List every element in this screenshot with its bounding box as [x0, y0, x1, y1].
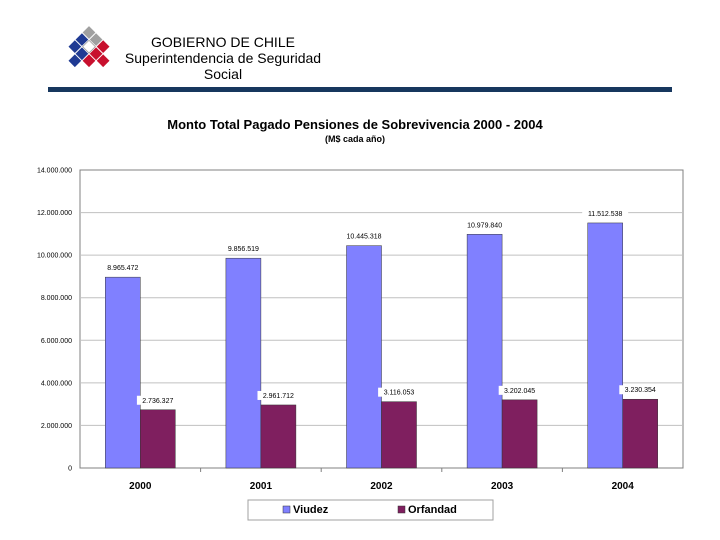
x-category-label-2002: 2002	[370, 481, 393, 492]
legend-label-orfandad: Orfandad	[408, 504, 457, 516]
legend-swatch-viudez	[282, 505, 291, 514]
bar-orfandad-2001	[260, 404, 297, 469]
data-label-background	[498, 385, 541, 395]
x-category-label-2000: 2000	[129, 481, 152, 492]
y-tick-label: 2.000.000	[41, 423, 72, 430]
data-label-background	[619, 385, 662, 395]
bar-orfandad-2002	[381, 401, 417, 469]
y-tick-label: 6.000.000	[41, 338, 72, 345]
data-label-background	[378, 387, 420, 397]
data-label-background	[136, 395, 179, 405]
data-label-background	[341, 231, 387, 241]
bar-viudez-2001	[225, 257, 262, 469]
y-tick-label: 12.000.000	[37, 210, 72, 217]
data-label-viudez-2003: 10.979.840	[467, 222, 502, 229]
x-axis-categories: 2000 2001 2002 2003 2004	[129, 468, 634, 492]
y-tick-label: 0	[68, 466, 72, 473]
data-label-background	[257, 390, 300, 400]
org-line-3: Social	[203, 66, 243, 82]
chart-subtitle: (M$ cada año)	[325, 134, 385, 144]
legend: Viudez Orfandad	[247, 499, 494, 521]
data-label-orfandad-2003: 3.202.045	[504, 388, 535, 395]
data-label-background	[582, 208, 629, 218]
org-line-2: Superintendencia de Seguridad	[124, 50, 322, 66]
data-label-viudez-2001: 9.856.519	[228, 246, 259, 253]
y-tick-label: 10.000.000	[37, 253, 72, 260]
data-label-background	[222, 244, 265, 254]
y-tick-label: 8.000.000	[41, 295, 72, 302]
x-category-label-2003: 2003	[491, 481, 514, 492]
bars	[105, 222, 658, 469]
y-tick-label: 14.000.000	[37, 168, 72, 175]
bar-orfandad-2000	[140, 409, 176, 469]
gobierno-logo	[68, 26, 110, 68]
data-label-background	[461, 220, 508, 230]
data-label-orfandad-2002: 3.116.053	[384, 390, 415, 397]
data-label-orfandad-2001: 2.961.712	[263, 393, 294, 400]
legend-label-viudez: Viudez	[293, 504, 329, 516]
bar-viudez-2003	[466, 234, 503, 469]
org-line-1: GOBIERNO DE CHILE	[151, 34, 295, 50]
bar-viudez-2004	[587, 222, 623, 469]
y-axis-ticks: 0 2.000.000 4.000.000 6.000.000 8.000.000 10.…	[37, 168, 72, 473]
bar-viudez-2000	[105, 276, 141, 469]
data-label-viudez-2000: 8.965.472	[107, 265, 138, 272]
x-category-label-2004: 2004	[612, 481, 635, 492]
data-label-background	[101, 263, 144, 273]
y-tick-label: 4.000.000	[41, 380, 72, 387]
chart-title: Monto Total Pagado Pensiones de Sobreviv…	[167, 117, 543, 132]
data-label-viudez-2002: 10.445.318	[346, 234, 381, 241]
bar-orfandad-2004	[622, 398, 658, 469]
data-label-orfandad-2000: 2.736.327	[142, 398, 173, 405]
x-category-label-2001: 2001	[250, 481, 273, 492]
organization-name: GOBIERNO DE CHILE Superintendencia de Se…	[118, 34, 328, 82]
data-label-orfandad-2004: 3.230.354	[625, 387, 656, 394]
legend-swatch-orfandad	[397, 505, 406, 514]
header-divider	[48, 87, 672, 92]
bar-viudez-2002	[346, 245, 382, 469]
data-labels: 8.965.472 2.736.327 9.856.519 2.961.712 10.4…	[101, 208, 662, 405]
bar-orfandad-2003	[501, 399, 538, 469]
legend-box	[247, 499, 494, 521]
data-label-viudez-2004: 11.512.538	[588, 211, 623, 218]
